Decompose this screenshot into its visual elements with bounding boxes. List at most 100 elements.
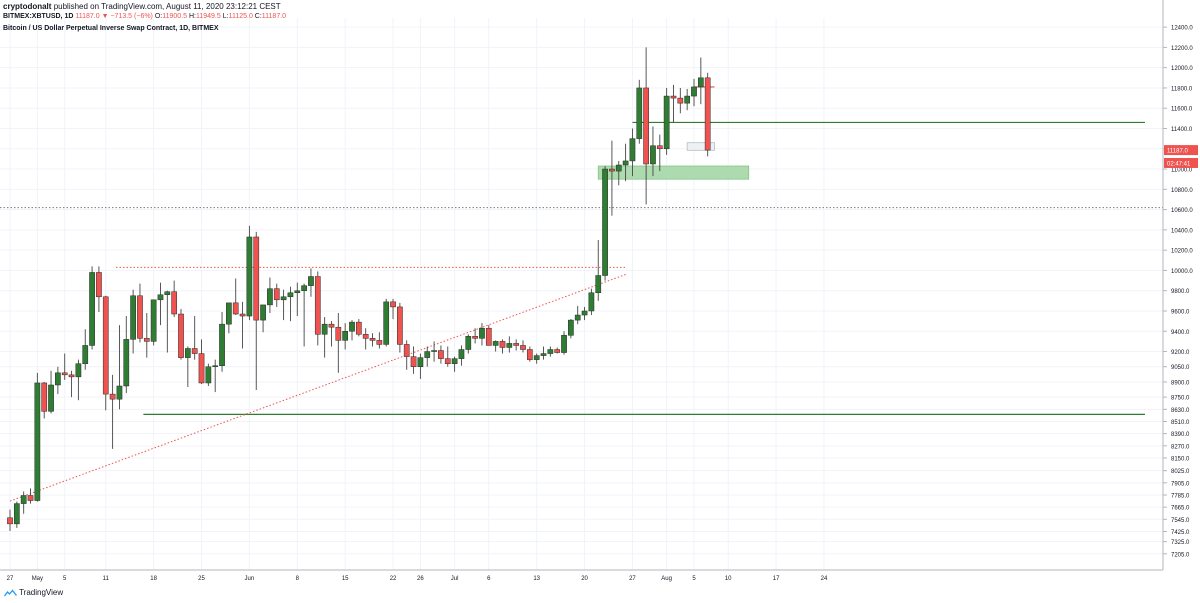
candle-body [7, 517, 13, 525]
tradingview-footer[interactable]: TradingView [4, 588, 63, 597]
y-tick-label: 8150.0 [1171, 456, 1190, 462]
x-tick-label: 13 [533, 576, 540, 582]
candlesticks [7, 47, 711, 531]
candle-body [41, 382, 48, 412]
candle-body [540, 353, 547, 356]
y-tick-label: 9050.0 [1171, 365, 1190, 371]
candle-body [246, 236, 253, 317]
chart-title: Bitcoin / US Dollar Perpetual Inverse Sw… [3, 25, 219, 32]
candle-body [609, 168, 615, 172]
trendline [9, 274, 626, 502]
price-label-text: 11187.0 [1167, 149, 1188, 155]
x-tick-label: 24 [821, 576, 828, 582]
candle-body [656, 145, 663, 150]
candle-body [226, 302, 232, 325]
author-name[interactable]: cryptodonalt [3, 2, 52, 11]
y-tick-label: 7905.0 [1171, 481, 1190, 487]
y-tick-label: 9600.0 [1171, 309, 1190, 315]
open-label: O: [154, 13, 163, 20]
candle-body [650, 145, 656, 165]
price-labels: 11187.0 02:47:41 [1164, 145, 1198, 168]
candle-body [697, 77, 704, 88]
candle-body [342, 331, 349, 341]
x-tick-label: 22 [390, 576, 397, 582]
candle-body [280, 296, 287, 301]
candle-body [670, 95, 677, 99]
y-tick-label: 7665.0 [1171, 506, 1190, 512]
x-tick-label: 6 [487, 576, 491, 582]
candle-body [96, 272, 102, 298]
x-tick-label: 27 [629, 576, 636, 582]
candle-body [349, 321, 355, 332]
open-value: 11900.5 [162, 13, 188, 20]
last-price: 11187.0 [75, 13, 100, 20]
candle-body [431, 350, 437, 352]
candle-body [561, 335, 567, 353]
candle-body [102, 296, 109, 395]
y-tick-label: 11600.0 [1171, 107, 1193, 113]
candle-body [328, 323, 335, 328]
zone-rect [597, 165, 750, 180]
candle-body [451, 358, 458, 364]
candle-body [130, 295, 136, 340]
candle-body [232, 302, 239, 315]
y-tick-label: 8900.0 [1171, 380, 1190, 386]
candle-body [20, 495, 27, 504]
candle-body [123, 339, 130, 387]
candle-body [444, 358, 451, 364]
brand-name: TradingView [19, 588, 64, 597]
candle-body [403, 344, 410, 357]
candle-body [691, 86, 697, 97]
candle-body [267, 288, 273, 306]
y-tick-label: 7545.0 [1171, 518, 1190, 524]
candle-body [219, 323, 225, 366]
candle-body [198, 353, 205, 384]
candle-body [157, 294, 164, 301]
candle-body [492, 341, 499, 346]
y-tick-label: 8270.0 [1171, 444, 1190, 450]
x-tick-label: 10 [725, 576, 732, 582]
price-label-bg [1164, 145, 1198, 156]
y-tick-label: 10200.0 [1171, 249, 1193, 255]
candle-body [355, 321, 362, 335]
candle-body [417, 357, 424, 367]
candle-body [308, 276, 314, 286]
y-tick-label: 11800.0 [1171, 86, 1193, 92]
candle-body [390, 301, 396, 308]
x-tick-label: 8 [296, 576, 300, 582]
published-text: published on TradingView.com, August 11,… [53, 2, 281, 11]
price-label-bg [1164, 157, 1198, 168]
candle-body [472, 336, 478, 339]
y-tick-label: 7325.0 [1171, 540, 1190, 546]
chart-axes: 12400.0 12200.0 12000.0 11800.0 11600.0 11400… [0, 0, 1193, 582]
candle-body [554, 349, 561, 353]
x-tick-label: 20 [581, 576, 588, 582]
candle-body [116, 385, 123, 400]
x-tick-label: 26 [417, 576, 424, 582]
candle-body [178, 313, 184, 358]
candle-body [27, 495, 34, 501]
candle-body [75, 363, 82, 378]
candle-body [205, 366, 212, 384]
y-tick-label: 7785.0 [1171, 493, 1190, 499]
candle-body [89, 272, 95, 346]
y-tick-label: 12000.0 [1171, 66, 1193, 72]
candle-body [137, 295, 143, 339]
candle-body [239, 313, 246, 317]
x-tick-label: 5 [692, 576, 696, 582]
candle-body [335, 326, 342, 341]
y-tick-label: 11400.0 [1171, 127, 1193, 133]
candle-body [362, 334, 369, 339]
symbol-label: BITMEX:XBTUSD, 1D [3, 13, 74, 20]
candle-body [568, 319, 574, 336]
candle-body [383, 301, 390, 345]
y-tick-label: 10800.0 [1171, 188, 1193, 194]
y-tick-label: 7425.0 [1171, 530, 1190, 536]
candle-body [663, 95, 670, 150]
candle-body [513, 343, 520, 346]
candle-body [458, 349, 465, 359]
candle-body [109, 393, 116, 400]
x-tick-label: Aug [661, 576, 672, 582]
symbol-line: BITMEX:XBTUSD, 1D 11187.0 ▼ −713.5 (−6%)… [3, 12, 703, 22]
